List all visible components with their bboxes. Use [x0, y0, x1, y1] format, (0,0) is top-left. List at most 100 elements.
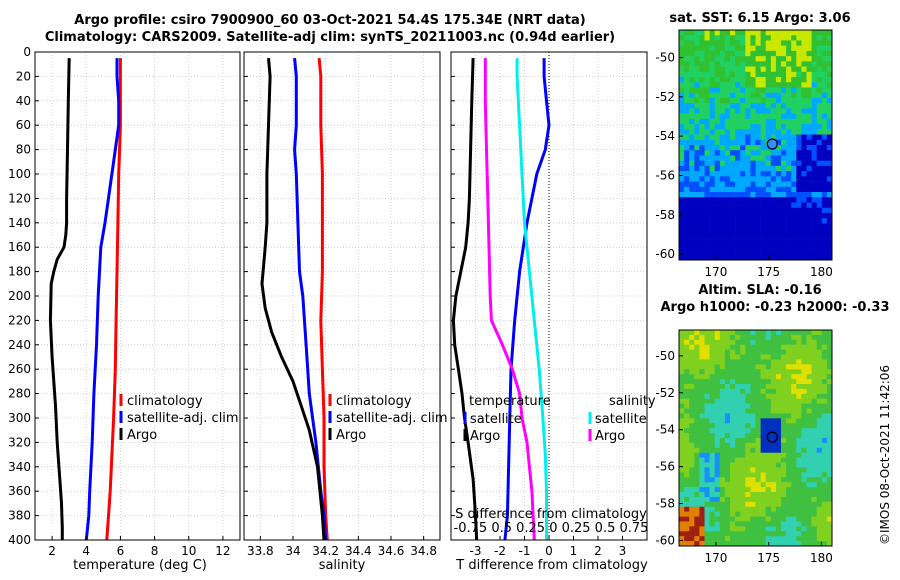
map-cell	[817, 467, 822, 472]
map-cell	[689, 428, 694, 433]
map-cell	[694, 389, 699, 394]
map-cell	[699, 176, 704, 182]
map-cell	[801, 187, 806, 193]
map-cell	[812, 82, 817, 88]
map-cell	[801, 389, 806, 394]
map-cell	[807, 374, 812, 379]
map-cell	[812, 234, 817, 240]
map-cell	[827, 536, 832, 541]
map-cell	[771, 223, 776, 229]
map-cell	[822, 340, 827, 345]
map-cell	[766, 213, 771, 219]
map-cell	[735, 384, 740, 389]
map-cell	[786, 369, 791, 374]
map-cell	[771, 379, 776, 384]
map-cell	[699, 218, 704, 224]
map-cell	[822, 389, 827, 394]
map-cell	[699, 374, 704, 379]
map-cell	[822, 88, 827, 94]
map-cell	[756, 379, 761, 384]
map-cell	[684, 350, 689, 355]
map-cell	[827, 46, 832, 52]
map-cell	[679, 359, 684, 364]
map-cell	[796, 399, 801, 404]
map-cell	[745, 517, 750, 522]
map-cell	[684, 345, 689, 350]
map-cell	[735, 166, 740, 172]
map-cell	[730, 61, 735, 67]
map-cell	[796, 192, 801, 198]
map-cell	[715, 155, 720, 161]
map-cell	[694, 477, 699, 482]
map-cell	[715, 108, 720, 114]
map-cell	[715, 472, 720, 477]
map-cell	[699, 166, 704, 172]
map-cell	[756, 46, 761, 52]
x-tick-label: 180	[810, 551, 833, 565]
map-cell	[689, 239, 694, 245]
map-cell	[761, 182, 766, 188]
map-cell	[740, 255, 745, 261]
map-cell	[801, 423, 806, 428]
map-cell	[776, 56, 781, 62]
map-cell	[786, 384, 791, 389]
map-cell	[781, 30, 786, 36]
map-cell	[756, 161, 761, 167]
map-cell	[689, 98, 694, 104]
map-cell	[786, 119, 791, 125]
map-cell	[776, 67, 781, 73]
map-cell	[822, 458, 827, 463]
map-cell	[807, 536, 812, 541]
map-cell	[705, 463, 710, 468]
map-cell	[679, 379, 684, 384]
map-cell	[725, 82, 730, 88]
map-cell	[745, 438, 750, 443]
map-cell	[725, 335, 730, 340]
map-cell	[684, 51, 689, 57]
x-tick-label: -3	[470, 544, 482, 558]
map-cell	[776, 477, 781, 482]
map-cell	[689, 51, 694, 57]
map-cell	[735, 234, 740, 240]
map-cell	[791, 394, 796, 399]
map-cell	[766, 384, 771, 389]
map-cell	[812, 72, 817, 78]
map-cell	[822, 399, 827, 404]
map-cell	[812, 409, 817, 414]
map-cell	[689, 72, 694, 78]
map-cell	[699, 379, 704, 384]
map-cell	[699, 56, 704, 62]
map-cell	[781, 453, 786, 458]
map-cell	[725, 369, 730, 374]
map-cell	[776, 428, 781, 433]
map-cell	[715, 119, 720, 125]
map-cell	[715, 394, 720, 399]
map-cell	[699, 108, 704, 114]
map-cell	[796, 255, 801, 261]
map-cell	[756, 239, 761, 245]
map-cell	[807, 103, 812, 109]
map-cell	[720, 140, 725, 146]
map-cell	[715, 145, 720, 151]
map-cell	[801, 404, 806, 409]
map-cell	[776, 187, 781, 193]
map-cell	[781, 443, 786, 448]
map-cell	[801, 428, 806, 433]
map-cell	[750, 119, 755, 125]
map-cell	[720, 355, 725, 360]
map-cell	[786, 453, 791, 458]
map-cell	[689, 119, 694, 125]
map-cell	[705, 492, 710, 497]
map-cell	[740, 218, 745, 224]
map-cell	[822, 467, 827, 472]
map-cell	[720, 244, 725, 250]
map-cell	[781, 229, 786, 235]
map-cell	[771, 46, 776, 52]
map-cell	[684, 340, 689, 345]
map-cell	[766, 409, 771, 414]
map-cell	[684, 140, 689, 146]
map-cell	[761, 208, 766, 214]
map-cell	[796, 359, 801, 364]
map-cell	[694, 40, 699, 46]
y-tick-label: 100	[8, 167, 31, 181]
